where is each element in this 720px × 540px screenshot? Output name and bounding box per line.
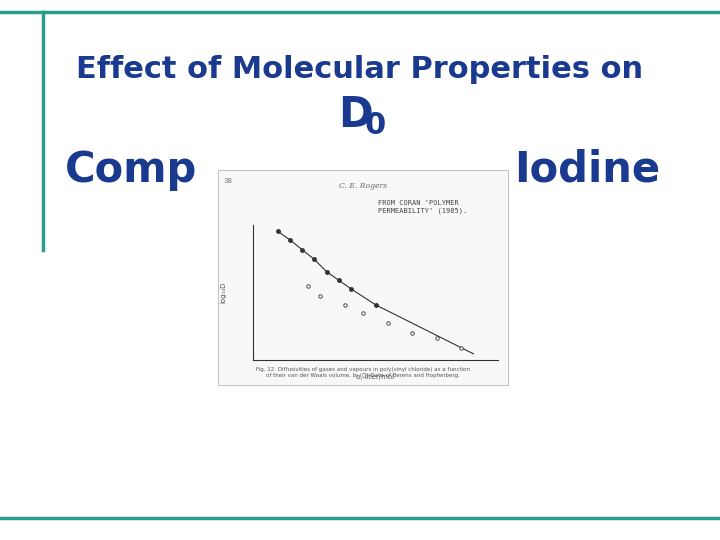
Text: b, liter/mol: b, liter/mol: [356, 374, 395, 380]
Text: log₁₀D: log₁₀D: [220, 282, 226, 303]
Text: Fig. 12. Diffusivities of gases and vapours in poly(vinyl chloride) as a functio: Fig. 12. Diffusivities of gases and vapo…: [256, 367, 470, 378]
Bar: [218, 170, 508, 385]
Text: Comp: Comp: [65, 149, 197, 191]
Text: C. E. Rogers: C. E. Rogers: [339, 182, 387, 190]
Text: D: D: [338, 94, 372, 136]
Text: 38: 38: [223, 178, 232, 184]
Text: Effect of Molecular Properties on: Effect of Molecular Properties on: [76, 56, 644, 84]
Text: 0: 0: [364, 111, 386, 139]
Text: Iodine: Iodine: [514, 149, 660, 191]
Text: FROM CORAN 'POLYMER
PERMEABILITY' (1985).: FROM CORAN 'POLYMER PERMEABILITY' (1985)…: [377, 200, 467, 213]
